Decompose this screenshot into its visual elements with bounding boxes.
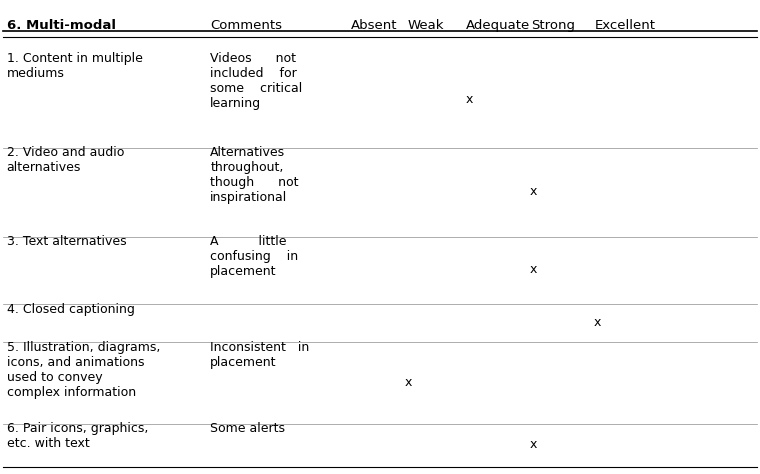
Text: A          little
confusing    in
placement: A little confusing in placement <box>211 235 299 278</box>
Text: 2. Video and audio
alternatives: 2. Video and audio alternatives <box>7 146 124 173</box>
Text: Alternatives
throughout,
though      not
inspirational: Alternatives throughout, though not insp… <box>211 146 299 204</box>
Text: 6. Pair icons, graphics,
etc. with text: 6. Pair icons, graphics, etc. with text <box>7 422 148 450</box>
Text: Videos      not
included    for
some    critical
learning: Videos not included for some critical le… <box>211 52 302 110</box>
Text: 6. Multi-modal: 6. Multi-modal <box>7 19 116 32</box>
Text: Adequate: Adequate <box>466 19 530 32</box>
Text: 1. Content in multiple
mediums: 1. Content in multiple mediums <box>7 52 142 80</box>
Text: Inconsistent   in
placement: Inconsistent in placement <box>211 341 309 369</box>
Text: x: x <box>405 376 413 389</box>
Text: Comments: Comments <box>211 19 282 32</box>
Text: x: x <box>594 316 601 329</box>
Text: Strong: Strong <box>531 19 575 32</box>
Text: Weak: Weak <box>408 19 445 32</box>
Text: Some alerts: Some alerts <box>211 422 285 435</box>
Text: x: x <box>530 438 537 451</box>
Text: Absent: Absent <box>351 19 397 32</box>
Text: 3. Text alternatives: 3. Text alternatives <box>7 235 126 247</box>
Text: 5. Illustration, diagrams,
icons, and animations
used to convey
complex informat: 5. Illustration, diagrams, icons, and an… <box>7 341 160 399</box>
Text: x: x <box>530 185 537 198</box>
Text: Excellent: Excellent <box>595 19 656 32</box>
Text: x: x <box>530 263 537 275</box>
Text: 4. Closed captioning: 4. Closed captioning <box>7 302 135 316</box>
Text: x: x <box>465 93 473 107</box>
